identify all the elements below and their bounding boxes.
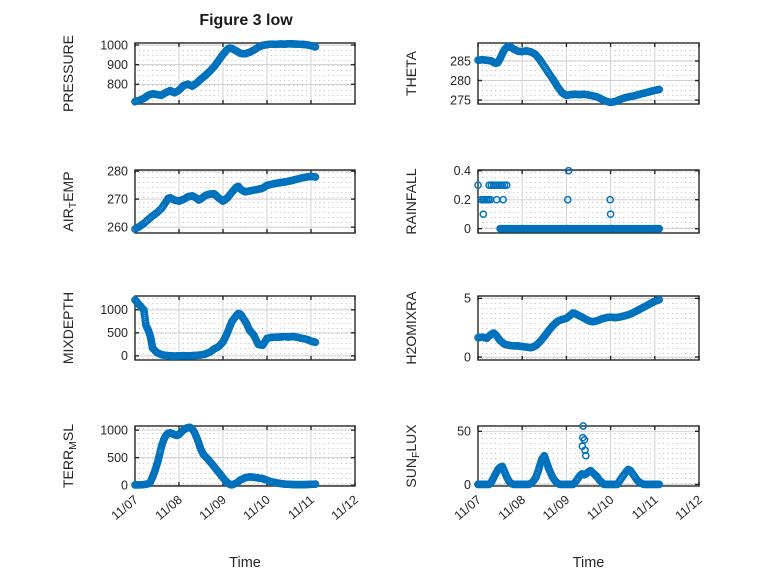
x-tick-label: 11/10	[241, 493, 273, 523]
y-tick-label: 285	[450, 54, 471, 68]
x-tick-label: 11/12	[673, 493, 705, 523]
x-tick-label: 11/12	[329, 493, 361, 523]
x-tick-label: 11/10	[584, 493, 616, 523]
y-tick-label: 500	[107, 326, 128, 340]
x-tick-label: 11/07	[452, 493, 484, 523]
x-tick-label: 11/07	[109, 493, 141, 523]
y-tick-label: 5	[464, 292, 471, 306]
y-tick-label: 1000	[100, 303, 128, 317]
data-markers	[131, 423, 320, 489]
axes-frame	[134, 169, 356, 234]
data-markers	[131, 39, 320, 106]
y-tick-label: 1000	[100, 424, 128, 438]
y-axis-label: AIRTEMP	[60, 171, 79, 231]
data-markers	[131, 296, 320, 360]
y-tick-label: 0	[464, 222, 471, 236]
y-axis-label: RAINFALL	[403, 168, 419, 234]
subplot-terr_msl: 0 500 1000 11/07 11/08 11/09 11/10 11/11 11/12 TE…	[60, 424, 361, 523]
y-tick-label: 1000	[100, 38, 128, 52]
x-tick-label: 11/08	[153, 493, 185, 523]
y-tick-label: 280	[107, 164, 128, 178]
axes-frame	[477, 42, 700, 105]
subplot-theta: 275 280 285 THETA	[403, 42, 700, 107]
y-tick-label: 0	[464, 478, 471, 492]
y-tick-label: 260	[107, 220, 128, 234]
x-tick-label: 11/08	[496, 493, 528, 523]
subplot-air_temp: 260 270 280 AIRTEMP	[60, 164, 356, 234]
y-tick-label: 800	[107, 78, 128, 92]
y-axis-label: SUNFLUX	[403, 424, 422, 488]
y-tick-label: 270	[107, 192, 128, 206]
y-tick-label: 500	[107, 451, 128, 465]
y-tick-label: 0	[121, 349, 128, 363]
minor-gridlines	[481, 298, 696, 359]
y-tick-label: 0	[121, 479, 128, 493]
axes-frame	[134, 42, 356, 105]
major-gridlines	[478, 170, 699, 233]
y-axis-label: TERRMSL	[60, 424, 79, 488]
y-tick-label: 50	[457, 425, 471, 439]
y-tick-label: 0	[464, 350, 471, 364]
x-tick-label: 11/09	[197, 493, 229, 523]
major-gridlines	[478, 43, 699, 104]
x-axis-label-left: Time	[229, 555, 261, 571]
x-axis-label-right: Time	[572, 555, 605, 571]
y-axis-label: MIXDEPTH	[60, 292, 76, 364]
data-markers	[474, 166, 664, 233]
y-tick-label: 275	[450, 93, 471, 107]
y-axis-label: PRESSURE	[60, 35, 76, 112]
figure-title: Figure 3 low	[199, 12, 293, 29]
y-tick-label: 0.2	[454, 193, 471, 207]
minor-gridlines	[138, 298, 352, 359]
axes-frame	[477, 169, 700, 234]
subplot-mixdepth: 0 500 1000 MIXDEPTH	[60, 292, 356, 364]
y-tick-label: 280	[450, 74, 471, 88]
axes-frame	[134, 295, 356, 361]
axes-frame	[477, 295, 700, 361]
minor-gridlines	[138, 172, 352, 232]
x-tick-label: 11/11	[285, 493, 317, 523]
subplot-rainfall: 0 0.2 0.4 RAINFALL	[403, 164, 700, 236]
y-tick-label: 900	[107, 58, 128, 72]
x-tick-label: 11/09	[540, 493, 572, 523]
y-axis-label: THETA	[403, 50, 419, 96]
x-tick-label: 11/11	[629, 493, 661, 523]
minor-gridlines	[481, 172, 696, 232]
y-axis-label: H2OMIXRA	[403, 291, 419, 365]
data-markers	[474, 422, 664, 489]
subplot-pressure: 800 900 1000 PRESSURE	[60, 35, 356, 112]
subplot-sun_flux: 0 50 11/07 11/08 11/09 11/10 11/11 11/12 SUNFLUX	[403, 422, 705, 523]
data-markers	[474, 295, 664, 352]
major-gridlines	[135, 296, 355, 360]
data-markers	[474, 42, 664, 107]
data-markers	[131, 172, 320, 233]
subplot-h2omixra: 0 5 H2OMIXRA	[403, 291, 700, 365]
y-tick-label: 0.4	[454, 164, 471, 178]
